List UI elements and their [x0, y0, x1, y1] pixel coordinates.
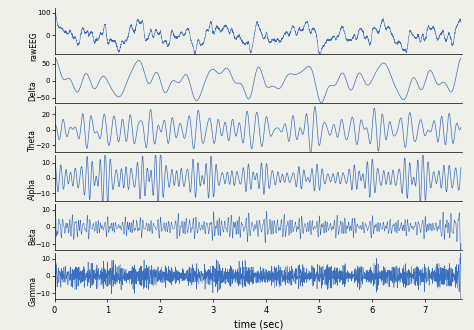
Y-axis label: rawEEG: rawEEG: [29, 31, 38, 61]
Y-axis label: Delta: Delta: [28, 80, 37, 101]
Y-axis label: Theta: Theta: [28, 129, 37, 151]
Y-axis label: Beta: Beta: [28, 227, 37, 245]
Y-axis label: Gamma: Gamma: [28, 276, 37, 306]
X-axis label: time (sec): time (sec): [234, 319, 283, 329]
Y-axis label: Alpha: Alpha: [28, 178, 37, 200]
